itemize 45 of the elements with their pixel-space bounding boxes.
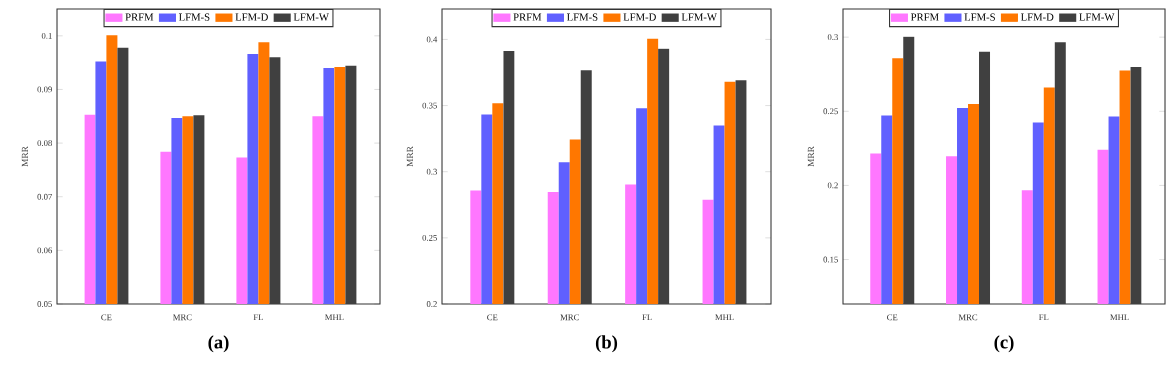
legend-label: LFM-S xyxy=(964,13,995,21)
y-axis-title: MRR xyxy=(807,146,814,167)
legend-label: LFM-S xyxy=(178,13,210,21)
x-tick-label: FL xyxy=(642,314,652,321)
y-tick-label: 0.3 xyxy=(426,168,437,175)
legend-label: LFM-D xyxy=(1020,13,1054,21)
y-tick-label: 0.15 xyxy=(823,256,838,263)
x-tick-label: MRC xyxy=(958,314,978,321)
legend-label: LFM-D xyxy=(623,13,656,21)
x-tick-label: FL xyxy=(1038,314,1049,321)
y-tick-label: 0.05 xyxy=(37,301,52,307)
text: (a) xyxy=(208,335,229,353)
x-tick-label: MRC xyxy=(173,314,192,321)
legend-label: LFM-S xyxy=(566,13,598,21)
y-tick-label: 0.3 xyxy=(827,34,838,41)
y-tick-label: 0.35 xyxy=(422,102,437,109)
x-tick-label: MHL xyxy=(715,314,734,321)
y-tick-label: 0.25 xyxy=(422,234,437,241)
text: (c) xyxy=(994,335,1014,353)
y-tick-label: 0.08 xyxy=(37,140,52,147)
y-axis-title: MRR xyxy=(406,146,413,167)
y-tick-label: 0.06 xyxy=(37,247,53,254)
x-tick-label: CE xyxy=(101,314,112,321)
y-axis-title: MRR xyxy=(21,146,28,167)
x-tick-label: MRC xyxy=(560,314,579,321)
y-tick-label: 0.07 xyxy=(37,193,53,200)
legend-label: PRFM xyxy=(513,13,542,21)
legend-label: LFM-D xyxy=(235,13,268,21)
x-tick-label: CE xyxy=(887,314,898,321)
legend-label: PRFM xyxy=(910,13,939,21)
legend-label: LFM-W xyxy=(1079,13,1115,21)
y-tick-label: 0.1 xyxy=(41,32,52,39)
y-tick-label: 0.4 xyxy=(426,36,438,43)
y-tick-label: 0.09 xyxy=(37,86,52,93)
y-tick-label: 0.2 xyxy=(827,182,838,189)
y-tick-label: 0.2 xyxy=(426,301,437,307)
text: (b) xyxy=(595,335,618,353)
y-tick-label: 0.25 xyxy=(823,108,838,115)
x-tick-label: CE xyxy=(487,314,498,321)
legend-label: PRFM xyxy=(125,13,154,21)
x-tick-label: MHL xyxy=(325,314,344,321)
legend-label: LFM-W xyxy=(293,13,329,21)
x-tick-label: FL xyxy=(253,314,263,321)
x-tick-label: MHL xyxy=(1110,314,1129,321)
legend-label: LFM-W xyxy=(681,13,717,21)
